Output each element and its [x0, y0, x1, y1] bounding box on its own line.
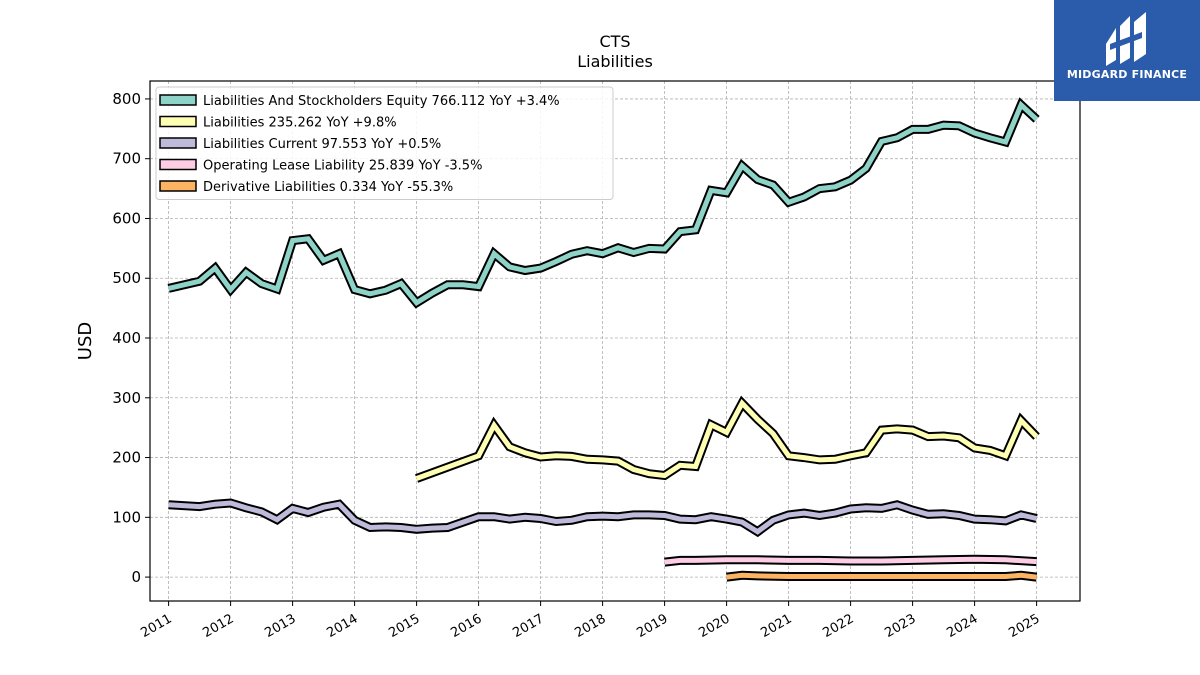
- x-tick-label: 2020: [696, 611, 732, 641]
- y-tick-label: 300: [112, 389, 141, 407]
- legend-entry: Liabilities 235.262 YoY +9.8%: [203, 116, 397, 131]
- y-tick-label: 200: [112, 449, 141, 467]
- y-tick-label: 800: [112, 90, 141, 108]
- legend-swatch: [159, 158, 197, 171]
- x-tick-label: 2015: [386, 611, 422, 641]
- chart-title: CTS: [599, 32, 630, 51]
- x-tick-label: 2014: [324, 611, 360, 641]
- x-tick-label: 2022: [820, 611, 856, 641]
- legend-box: [155, 86, 614, 200]
- logo-text: MIDGARD FINANCE: [1066, 68, 1188, 81]
- series-line-derivative-liabilities: [726, 572, 1037, 580]
- x-tick-label: 2021: [758, 611, 794, 641]
- legend-swatch: [159, 180, 197, 192]
- x-axis: 2011 2012 2013 2014 2015 2016 2017 2018 2019 2020…: [138, 601, 1043, 641]
- series-liabilities: [415, 395, 1040, 483]
- legend-entry: Derivative Liabilities 0.334 YoY -55.3%: [203, 180, 453, 195]
- series-layer: [167, 97, 1040, 582]
- plot-frame: [149, 80, 1081, 602]
- x-tick-label: 2024: [944, 611, 980, 641]
- brand-logo: MIDGARD FINANCE: [1054, 0, 1200, 101]
- legend-entry: Liabilities Current 97.553 YoY +0.5%: [203, 137, 441, 152]
- legend-entry: Operating Lease Liability 25.839 YoY -3.…: [203, 159, 482, 174]
- y-tick-label: 100: [112, 508, 141, 526]
- y-tick-label: 700: [112, 150, 141, 168]
- x-tick-label: 2019: [634, 611, 670, 641]
- legend-swatch: [159, 94, 197, 106]
- series-line-liabilities-current: [168, 500, 1038, 535]
- series-line-operating-lease-liability: [664, 556, 1037, 565]
- legend-swatch: [159, 137, 197, 149]
- x-tick-label: 2012: [200, 611, 236, 641]
- y-tick-label: 400: [112, 329, 141, 347]
- series-derivative-liabilities: [726, 570, 1038, 582]
- x-tick-label: 2025: [1006, 611, 1042, 641]
- y-tick-label: 500: [112, 269, 141, 287]
- y-tick-label: 600: [112, 209, 141, 227]
- y-axis-label: USD: [75, 322, 96, 360]
- x-tick-label: 2017: [510, 611, 546, 641]
- y-axis: 0 100 200 300 400 500 600 700 800: [112, 90, 150, 586]
- series-line-liabilities-and-stockholders-equity: [168, 100, 1039, 306]
- y-tick-label: 0: [131, 568, 141, 586]
- series-liabilities-and-stockholders-equity: [167, 97, 1040, 309]
- legend-swatch: [159, 115, 197, 128]
- x-tick-label: 2011: [138, 611, 174, 641]
- legend-entry: Liabilities And Stockholders Equity 766.…: [203, 94, 560, 109]
- series-liabilities-current: [168, 498, 1038, 538]
- x-tick-label: 2023: [882, 611, 918, 641]
- series-operating-lease-liability: [664, 554, 1037, 567]
- x-tick-label: 2013: [262, 611, 298, 641]
- legend: Liabilities And Stockholders Equity 766.…: [155, 86, 614, 200]
- chart-subtitle: Liabilities: [577, 52, 653, 71]
- x-tick-label: 2018: [572, 611, 608, 641]
- x-tick-label: 2016: [448, 611, 484, 641]
- series-line-liabilities: [415, 398, 1039, 481]
- logo-mark-icon: [1106, 12, 1146, 66]
